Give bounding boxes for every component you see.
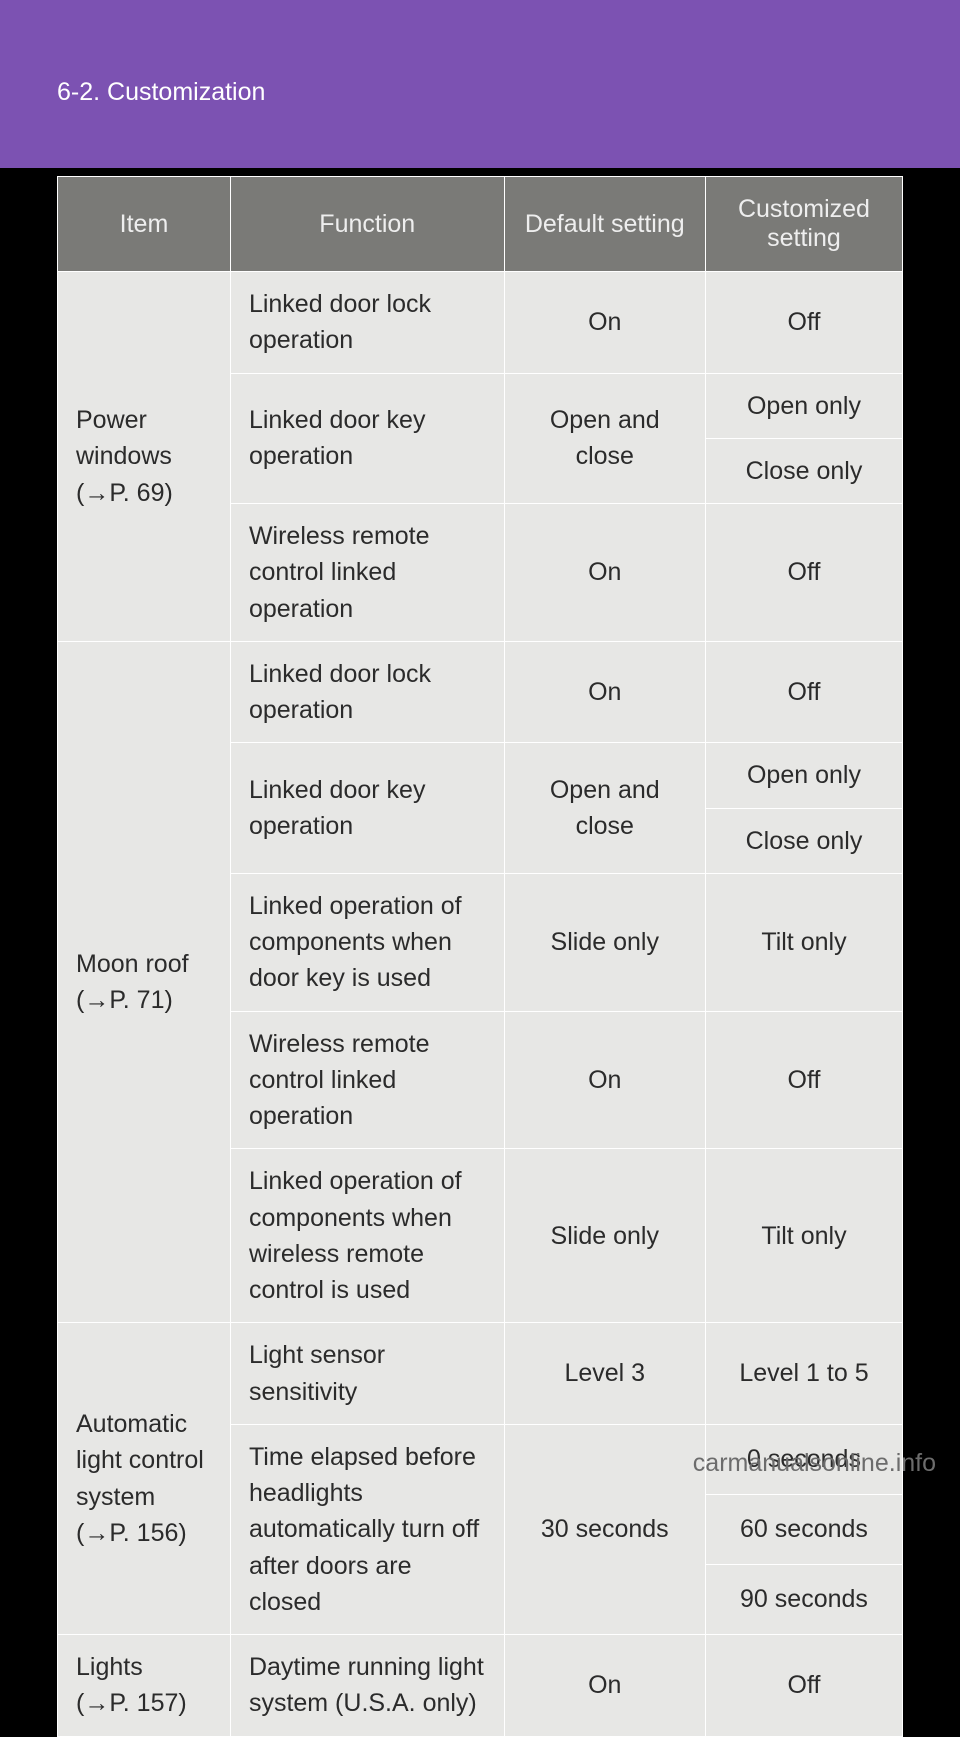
default-cell: On	[504, 504, 705, 642]
function-cell: Wireless remote control linked operation	[230, 504, 504, 642]
custom-cell: Off	[705, 272, 902, 374]
custom-cell: Tilt only	[705, 1149, 902, 1323]
col-default: Default setting	[504, 177, 705, 272]
default-cell: Level 3	[504, 1323, 705, 1425]
custom-cell: Off	[705, 641, 902, 743]
function-cell: Daytime running light system (U.S.A. onl…	[230, 1635, 504, 1737]
custom-cell: 60 seconds	[705, 1494, 902, 1564]
table-row: Power windows(→P. 69)Linked door lock op…	[58, 272, 903, 374]
default-cell: Slide only	[504, 873, 705, 1011]
custom-cell: Close only	[705, 438, 902, 503]
custom-cell: Off	[705, 504, 902, 642]
default-cell: On	[504, 641, 705, 743]
table-row: Automatic light control system(→P. 156)L…	[58, 1323, 903, 1425]
default-cell: On	[504, 1635, 705, 1737]
item-cell: Automatic light control system(→P. 156)	[58, 1323, 231, 1635]
custom-cell: Tilt only	[705, 873, 902, 1011]
watermark: carmanualsonline.info	[693, 1449, 936, 1478]
item-cell: Moon roof(→P. 71)	[58, 641, 231, 1323]
function-cell: Linked door lock operation	[230, 272, 504, 374]
table-row: Lights(→P. 157)Daytime running light sys…	[58, 1635, 903, 1737]
table-row: Moon roof(→P. 71)Linked door lock operat…	[58, 641, 903, 743]
custom-cell: Open only	[705, 743, 902, 808]
function-cell: Linked door key operation	[230, 743, 504, 874]
function-cell: Linked operation of components when wire…	[230, 1149, 504, 1323]
function-cell: Linked operation of components when door…	[230, 873, 504, 1011]
item-cell: Lights(→P. 157)	[58, 1635, 231, 1737]
function-cell: Light sensor sensitivity	[230, 1323, 504, 1425]
customization-table: Item Function Default setting Customized…	[57, 176, 903, 1737]
default-cell: Slide only	[504, 1149, 705, 1323]
section-title: 6-2. Customization	[57, 78, 960, 107]
default-cell: On	[504, 1011, 705, 1149]
col-item: Item	[58, 177, 231, 272]
custom-cell: Level 1 to 5	[705, 1323, 902, 1425]
function-cell: Wireless remote control linked operation	[230, 1011, 504, 1149]
custom-cell: Open only	[705, 373, 902, 438]
table-container: Item Function Default setting Customized…	[0, 168, 960, 1737]
function-cell: Linked door lock operation	[230, 641, 504, 743]
function-cell: Linked door key operation	[230, 373, 504, 504]
custom-cell: 90 seconds	[705, 1564, 902, 1634]
custom-cell: Off	[705, 1635, 902, 1737]
default-cell: 30 seconds	[504, 1424, 705, 1634]
item-cell: Power windows(→P. 69)	[58, 272, 231, 642]
custom-cell: Off	[705, 1011, 902, 1149]
table-body: Power windows(→P. 69)Linked door lock op…	[58, 272, 903, 1737]
col-custom: Customized setting	[705, 177, 902, 272]
default-cell: Open and close	[504, 373, 705, 504]
default-cell: Open and close	[504, 743, 705, 874]
function-cell: Time elapsed before headlights automatic…	[230, 1424, 504, 1634]
col-function: Function	[230, 177, 504, 272]
custom-cell: Close only	[705, 808, 902, 873]
default-cell: On	[504, 272, 705, 374]
page-header: 6-2. Customization	[0, 0, 960, 168]
